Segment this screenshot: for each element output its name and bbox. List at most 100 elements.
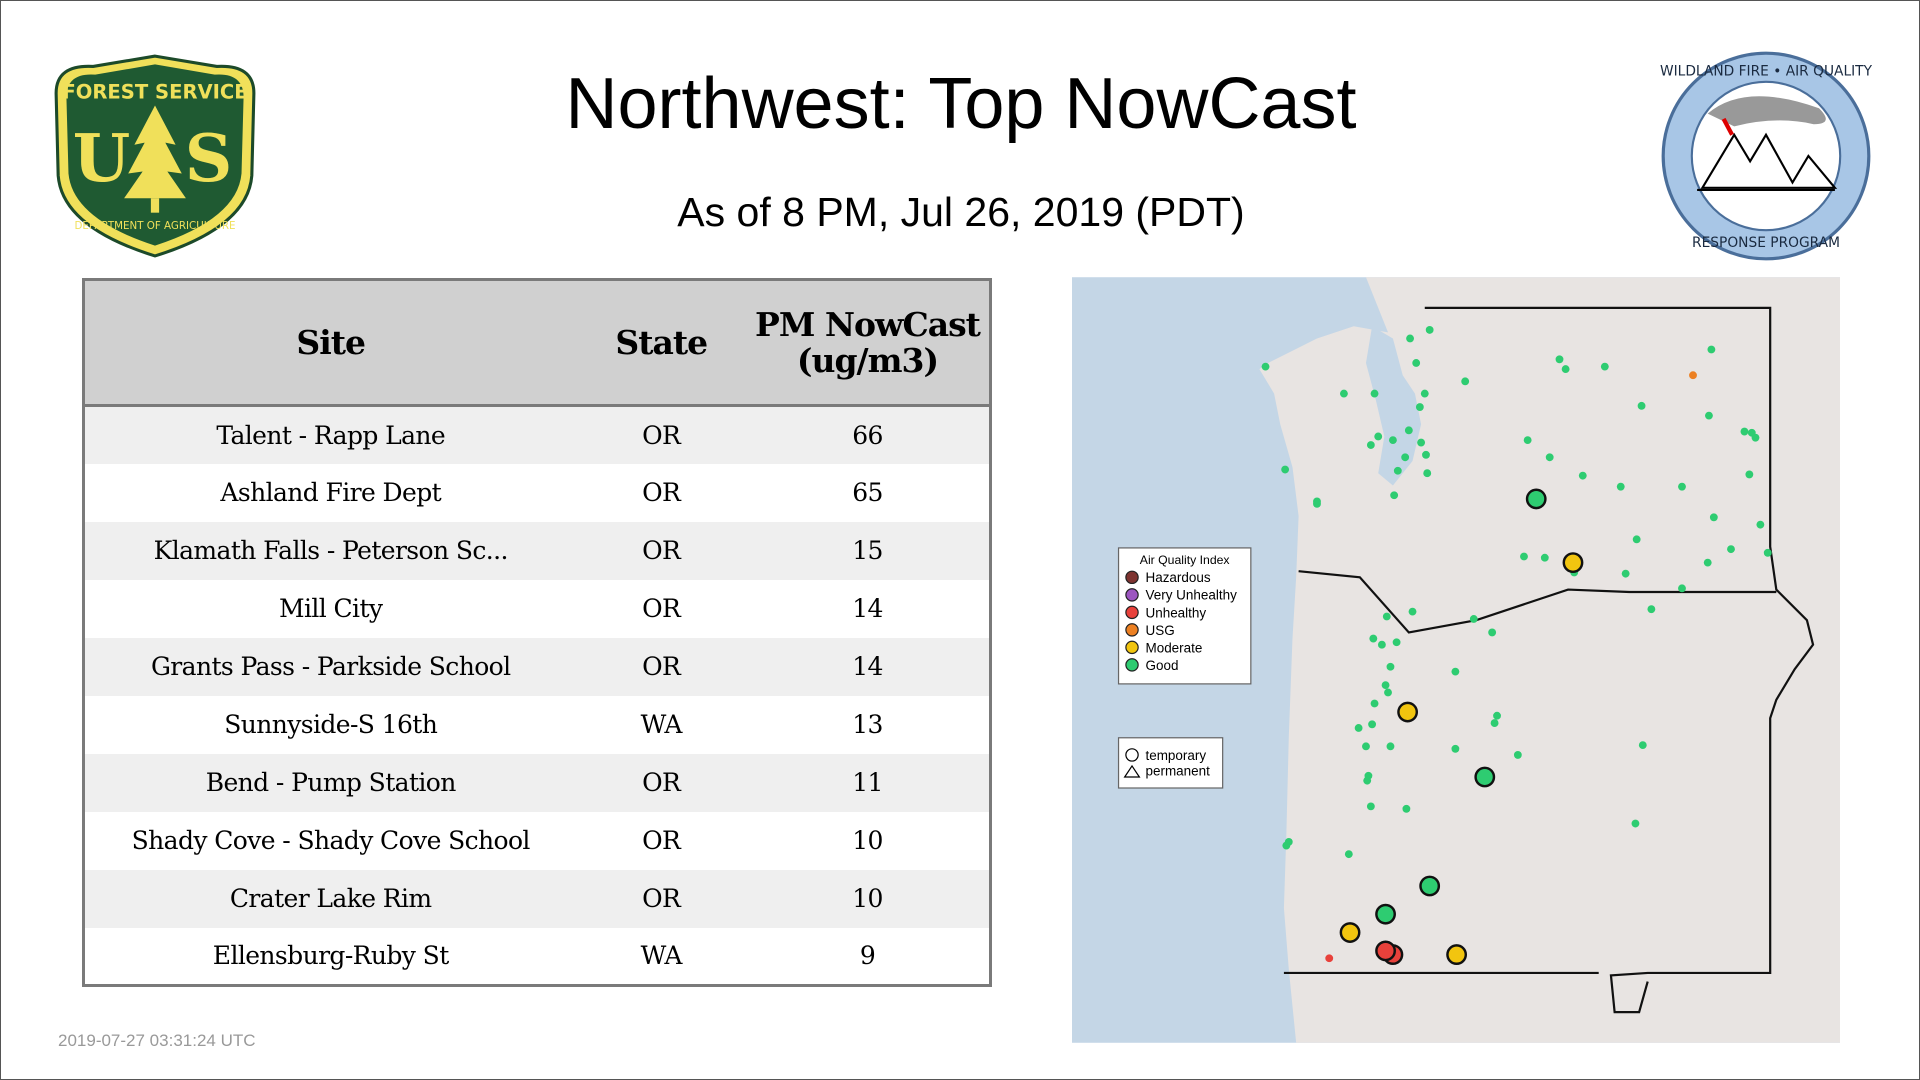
monitor-dot-good[interactable] — [1523, 436, 1532, 445]
monitor-dot-good[interactable] — [1366, 441, 1375, 449]
circle-icon — [1125, 748, 1139, 762]
monitor-dot-good[interactable] — [1401, 453, 1410, 462]
monitor-dot-good[interactable] — [1408, 607, 1417, 616]
monitor-dot-good[interactable] — [1281, 465, 1290, 474]
top-site-marker-good[interactable] — [1375, 903, 1396, 925]
cell-value: 15 — [746, 521, 991, 580]
monitor-dot-good[interactable] — [1362, 742, 1370, 751]
top-site-marker-moderate[interactable] — [1339, 922, 1361, 943]
monitor-dot-good[interactable] — [1493, 711, 1501, 720]
cell-site: Ashland Fire Dept — [220, 478, 442, 507]
monitor-dot-good[interactable] — [1381, 681, 1390, 690]
monitor-dot-good[interactable] — [1513, 751, 1522, 759]
monitor-dot-good[interactable] — [1425, 325, 1434, 334]
monitor-dot-good[interactable] — [1393, 466, 1402, 475]
monitor-dot-good[interactable] — [1382, 612, 1391, 621]
monitor-dot-good[interactable] — [1638, 741, 1647, 750]
monitor-dot-good[interactable] — [1451, 744, 1460, 753]
monitor-dot-good[interactable] — [1647, 605, 1656, 614]
monitor-dot-good[interactable] — [1417, 438, 1426, 447]
monitor-dot-good[interactable] — [1678, 584, 1686, 593]
legend-swatch — [1125, 588, 1139, 602]
monitor-dot-good[interactable] — [1402, 804, 1411, 813]
top-site-marker-moderate[interactable] — [1562, 552, 1584, 574]
monitor-dot-good[interactable] — [1621, 569, 1630, 578]
monitor-dot-good[interactable] — [1370, 389, 1379, 398]
monitor-dot-good[interactable] — [1340, 389, 1348, 398]
monitor-dot-good[interactable] — [1740, 427, 1749, 436]
monitor-dot-good[interactable] — [1461, 377, 1470, 386]
monitor-dot-good[interactable] — [1415, 403, 1424, 411]
monitor-dot-good[interactable] — [1756, 520, 1765, 529]
monitor-dot-good[interactable] — [1388, 436, 1397, 445]
monitor-dot-good[interactable] — [1545, 453, 1554, 462]
monitor-dot-good[interactable] — [1384, 688, 1392, 697]
cell-state: OR — [576, 753, 746, 812]
monitor-dot-good[interactable] — [1705, 411, 1713, 420]
legend-swatch — [1125, 570, 1139, 585]
monitor-dot-good[interactable] — [1703, 558, 1712, 567]
monitor-dot-good[interactable] — [1709, 513, 1718, 522]
monitor-dot-unhealthy[interactable] — [1325, 954, 1334, 963]
svg-text:DEPARTMENT OF AGRICULTURE: DEPARTMENT OF AGRICULTURE — [75, 220, 236, 232]
top-site-marker-good[interactable] — [1525, 488, 1547, 510]
top-site-marker-unhealthy[interactable] — [1375, 940, 1396, 962]
monitor-dot-good[interactable] — [1637, 401, 1646, 410]
monitor-dot-good[interactable] — [1368, 720, 1377, 729]
monitor-dot-usg[interactable] — [1689, 371, 1697, 380]
monitor-dot-good[interactable] — [1727, 545, 1735, 554]
monitor-dot-good[interactable] — [1386, 742, 1395, 751]
monitor-dot-good[interactable] — [1363, 776, 1372, 785]
legend-swatch — [1125, 658, 1139, 672]
monitor-dot-good[interactable] — [1578, 471, 1587, 480]
cell-site: Mill City — [279, 594, 383, 623]
legend-label: Unhealthy — [1145, 605, 1206, 620]
monitor-dot-good[interactable] — [1313, 499, 1321, 508]
monitor-dot-good[interactable] — [1392, 638, 1401, 647]
monitor-dot-good[interactable] — [1520, 552, 1528, 561]
air-quality-map[interactable]: Air Quality Index Hazardous Very Unhealth… — [1072, 277, 1840, 1043]
monitor-dot-good[interactable] — [1632, 535, 1641, 544]
monitor-dot-good[interactable] — [1420, 389, 1429, 398]
monitor-dot-good[interactable] — [1469, 615, 1478, 623]
monitor-dot-good[interactable] — [1490, 719, 1499, 728]
monitor-dot-good[interactable] — [1451, 667, 1460, 676]
monitor-dot-good[interactable] — [1763, 548, 1772, 557]
monitor-dot-good[interactable] — [1354, 724, 1363, 732]
monitor-dot-good[interactable] — [1412, 359, 1421, 367]
monitor-dot-good[interactable] — [1540, 553, 1549, 562]
monitor-dot-good[interactable] — [1404, 426, 1413, 435]
monitor-dot-good[interactable] — [1370, 699, 1379, 708]
cell-value: 66 — [746, 405, 991, 464]
column-header-site: Site — [83, 279, 577, 407]
monitor-dot-good[interactable] — [1261, 362, 1270, 371]
monitor-dot-good[interactable] — [1616, 482, 1625, 491]
monitor-dot-good[interactable] — [1600, 362, 1609, 371]
monitor-dot-good[interactable] — [1631, 819, 1640, 828]
top-site-marker-moderate[interactable] — [1397, 701, 1419, 723]
monitor-dot-good[interactable] — [1390, 491, 1399, 500]
monitor-dot-good[interactable] — [1555, 355, 1564, 364]
top-site-marker-good[interactable] — [1474, 766, 1496, 788]
monitor-dot-good[interactable] — [1678, 482, 1686, 491]
monitor-dot-good[interactable] — [1377, 640, 1386, 649]
top-site-marker-good[interactable] — [1419, 875, 1441, 897]
monitor-dot-good[interactable] — [1386, 662, 1395, 671]
monitor-dot-good[interactable] — [1369, 634, 1378, 643]
monitor-dot-good[interactable] — [1374, 432, 1383, 441]
monitor-dot-good[interactable] — [1747, 428, 1756, 437]
monitor-dot-good[interactable] — [1282, 841, 1291, 850]
shape-legend: temporary permanent — [1117, 737, 1224, 789]
monitor-dot-good[interactable] — [1344, 850, 1353, 859]
monitor-dot-good[interactable] — [1423, 469, 1432, 478]
monitor-dot-good[interactable] — [1561, 365, 1570, 374]
monitor-dot-good[interactable] — [1488, 628, 1497, 637]
monitor-dot-good[interactable] — [1707, 345, 1716, 354]
monitor-dot-good[interactable] — [1366, 802, 1375, 811]
monitor-dot-good[interactable] — [1406, 334, 1414, 343]
aqi-legend: Air Quality Index Hazardous Very Unhealth… — [1117, 547, 1252, 685]
monitor-dot-good[interactable] — [1745, 470, 1754, 479]
generated-timestamp: 2019-07-27 03:31:24 UTC — [58, 1031, 256, 1050]
top-site-marker-moderate[interactable] — [1446, 944, 1468, 965]
monitor-dot-good[interactable] — [1422, 450, 1430, 459]
